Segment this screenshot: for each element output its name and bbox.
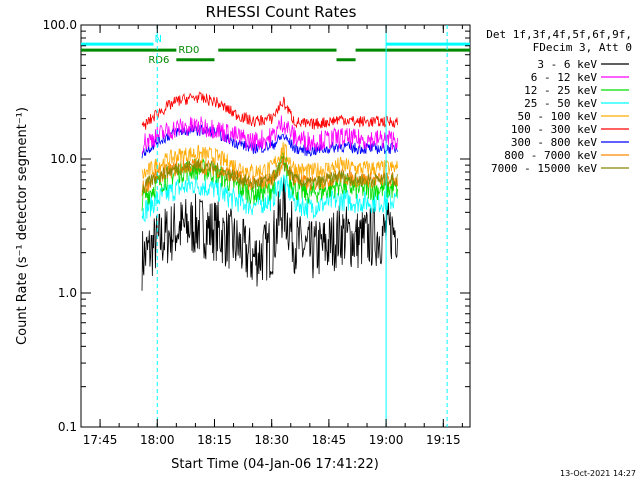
x-tick-label: 18:15: [197, 433, 232, 447]
x-axis-ticks: 17:45 18:00 18:15 18:30 18:45 19:00 19:15: [80, 25, 463, 447]
legend-label: 12 - 25 keV: [524, 84, 597, 97]
series-line: [141, 154, 398, 193]
y-tick-label: 1.0: [58, 286, 77, 300]
legend-label: 6 - 12 keV: [531, 71, 598, 84]
chart-title: RHESSI Count Rates: [206, 3, 357, 21]
legend-label: 800 - 7000 keV: [504, 149, 597, 162]
x-tick-label: 19:15: [426, 433, 461, 447]
legend-label: 50 - 100 keV: [518, 110, 598, 123]
y-axis-ticks: 0.1 1.0 10.0 100.0: [43, 18, 470, 434]
flag-bar-label: N: [154, 34, 161, 45]
legend-label: 3 - 6 keV: [537, 58, 597, 71]
series-line: [141, 115, 398, 154]
x-tick-label: 18:30: [254, 433, 289, 447]
series-line: [141, 91, 398, 130]
footer-timestamp: 13-Oct-2021 14:27: [560, 469, 636, 478]
flag-bar-label: RD6: [148, 55, 169, 66]
legend-label: 7000 - 15000 keV: [491, 162, 597, 175]
legend-header-line-1: Det 1f,3f,4f,5f,6f,9f,: [486, 28, 632, 41]
x-tick-label: 17:45: [83, 433, 118, 447]
legend-label: 300 - 800 keV: [511, 136, 597, 149]
flag-bar-label: RD0: [178, 45, 199, 56]
y-tick-label: 0.1: [58, 420, 77, 434]
x-axis-label: Start Time (04-Jan-06 17:41:22): [171, 457, 379, 472]
flag-bar-layer: N RD0 RD6: [81, 34, 470, 66]
y-tick-label: 10.0: [50, 152, 77, 166]
x-tick-label: 18:00: [140, 433, 175, 447]
series-line: [141, 142, 398, 180]
y-tick-label: 100.0: [43, 18, 77, 32]
legend-header-line-2: FDecim 3, Att 0: [533, 41, 632, 54]
y-axis-label: Count Rate (s⁻¹ detector segment⁻¹): [15, 107, 30, 345]
x-tick-label: 19:00: [369, 433, 404, 447]
series-line: [141, 177, 398, 291]
vertical-marker-layer: [156, 25, 448, 427]
legend-label: 25 - 50 keV: [524, 97, 597, 110]
x-tick-label: 18:45: [312, 433, 347, 447]
legend-label: 100 - 300 keV: [511, 123, 597, 136]
series-layer: [141, 91, 398, 291]
plot-area: [80, 24, 471, 428]
